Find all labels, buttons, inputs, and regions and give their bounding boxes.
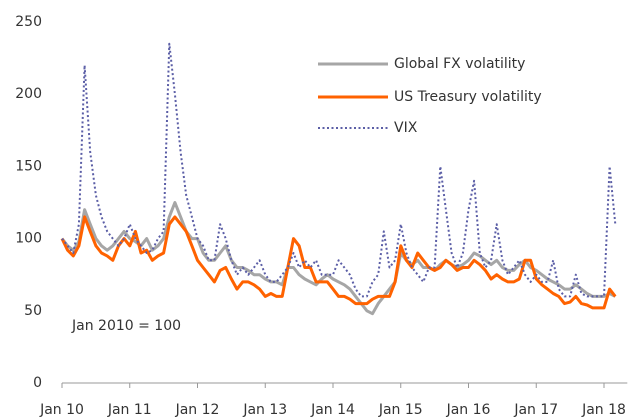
x-tick-label: Jan 10 [39, 402, 84, 418]
x-tick-label: Jan 18 [581, 402, 626, 418]
legend-label: Global FX volatility [394, 56, 525, 72]
x-tick-label: Jan 16 [446, 402, 491, 418]
series-line [61, 42, 617, 298]
x-tick-label: Jan 17 [513, 402, 558, 418]
y-tick-label: 0 [33, 375, 42, 391]
legend-label: VIX [394, 120, 418, 136]
x-tick-label: Jan 12 [175, 402, 220, 418]
y-tick-label: 100 [15, 231, 42, 247]
legend-label: US Treasury volatility [394, 89, 542, 105]
x-tick-label: Jan 15 [378, 402, 423, 418]
y-tick-label: 200 [15, 86, 42, 102]
y-tick-label: 250 [15, 14, 42, 30]
annotation: Jan 2010 = 100 [71, 318, 181, 334]
series-line [60, 215, 617, 310]
x-tick-label: Jan 13 [242, 402, 287, 418]
y-tick-label: 50 [24, 303, 42, 319]
x-tick-label: Jan 14 [310, 402, 355, 418]
y-tick-label: 150 [15, 158, 42, 174]
x-tick-label: Jan 11 [107, 402, 152, 418]
